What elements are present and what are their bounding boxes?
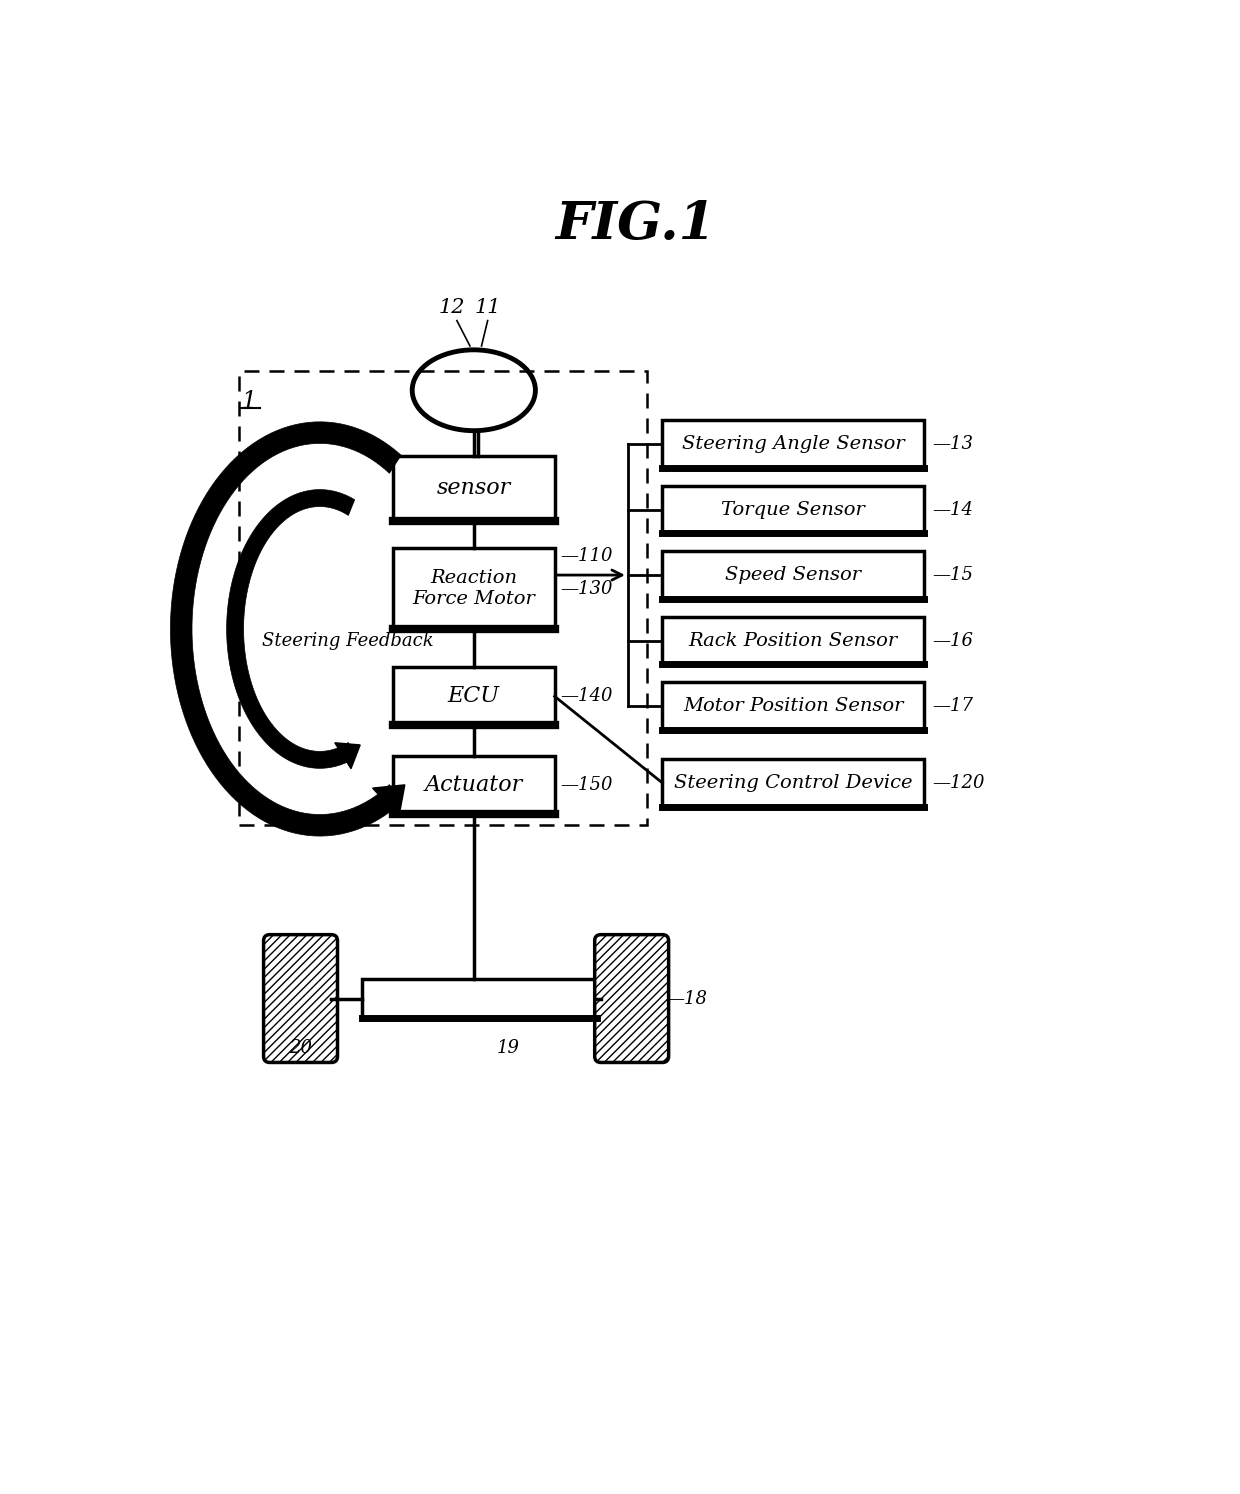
- Text: —110: —110: [560, 547, 614, 565]
- Text: 20: 20: [289, 1040, 312, 1058]
- PathPatch shape: [170, 421, 402, 837]
- Text: —18: —18: [666, 989, 707, 1007]
- Text: 12: 12: [439, 299, 465, 318]
- Polygon shape: [335, 743, 360, 768]
- Text: Torque Sensor: Torque Sensor: [722, 500, 866, 518]
- Text: —150: —150: [560, 775, 614, 793]
- Text: Motor Position Sensor: Motor Position Sensor: [683, 698, 904, 716]
- FancyBboxPatch shape: [595, 935, 668, 1062]
- Text: FIG.1: FIG.1: [556, 199, 715, 249]
- Text: 19: 19: [496, 1040, 520, 1058]
- FancyBboxPatch shape: [264, 935, 337, 1062]
- Polygon shape: [373, 784, 404, 817]
- Bar: [662, 486, 924, 533]
- Bar: [662, 551, 924, 599]
- Text: Reaction
Force Motor: Reaction Force Motor: [413, 569, 536, 608]
- Bar: [362, 979, 596, 1017]
- Bar: [393, 456, 554, 521]
- Text: —15: —15: [932, 566, 973, 584]
- Text: Rack Position Sensor: Rack Position Sensor: [688, 632, 898, 650]
- Text: Actuator: Actuator: [424, 774, 523, 796]
- Text: 1: 1: [242, 390, 257, 414]
- Bar: [393, 548, 554, 629]
- Bar: [662, 420, 924, 468]
- Bar: [662, 759, 924, 807]
- Text: —13: —13: [932, 435, 973, 453]
- Text: Steering Control Device: Steering Control Device: [675, 774, 913, 792]
- Bar: [239, 371, 647, 825]
- Text: Steering Angle Sensor: Steering Angle Sensor: [682, 435, 905, 453]
- Text: 11: 11: [475, 299, 501, 318]
- Text: —17: —17: [932, 698, 973, 716]
- Text: Speed Sensor: Speed Sensor: [725, 566, 862, 584]
- Bar: [662, 683, 924, 731]
- Text: —120: —120: [932, 774, 985, 792]
- Bar: [662, 617, 924, 665]
- Text: —130: —130: [560, 580, 614, 598]
- Bar: [393, 668, 554, 725]
- Text: —140: —140: [560, 687, 614, 705]
- Text: sensor: sensor: [436, 478, 511, 499]
- Text: —14: —14: [932, 500, 973, 518]
- Bar: [393, 756, 554, 814]
- Text: —16: —16: [932, 632, 973, 650]
- PathPatch shape: [227, 490, 355, 768]
- Text: ECU: ECU: [448, 686, 500, 707]
- Text: Steering Feedback: Steering Feedback: [262, 632, 434, 650]
